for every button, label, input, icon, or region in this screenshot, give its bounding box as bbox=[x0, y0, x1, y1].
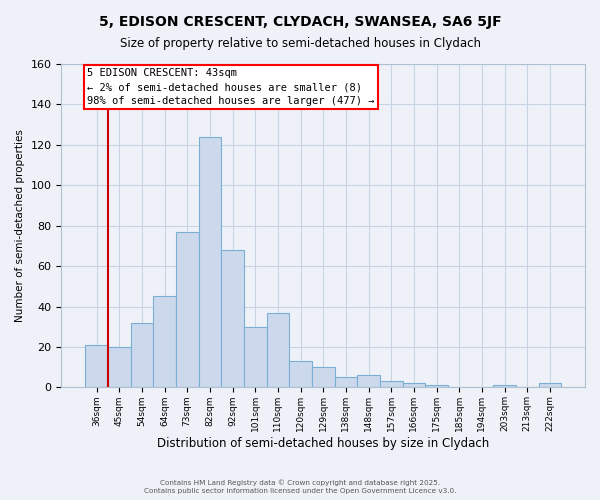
Text: Contains HM Land Registry data © Crown copyright and database right 2025.
Contai: Contains HM Land Registry data © Crown c… bbox=[144, 480, 456, 494]
Bar bbox=[108, 347, 131, 388]
Bar bbox=[425, 386, 448, 388]
Text: 5 EDISON CRESCENT: 43sqm
← 2% of semi-detached houses are smaller (8)
98% of sem: 5 EDISON CRESCENT: 43sqm ← 2% of semi-de… bbox=[87, 68, 374, 106]
Bar bbox=[493, 386, 516, 388]
Bar bbox=[176, 232, 199, 388]
Y-axis label: Number of semi-detached properties: Number of semi-detached properties bbox=[15, 130, 25, 322]
Text: Size of property relative to semi-detached houses in Clydach: Size of property relative to semi-detach… bbox=[119, 38, 481, 51]
Bar bbox=[312, 367, 335, 388]
X-axis label: Distribution of semi-detached houses by size in Clydach: Distribution of semi-detached houses by … bbox=[157, 437, 490, 450]
Bar bbox=[199, 137, 221, 388]
Bar bbox=[335, 378, 357, 388]
Text: 5, EDISON CRESCENT, CLYDACH, SWANSEA, SA6 5JF: 5, EDISON CRESCENT, CLYDACH, SWANSEA, SA… bbox=[98, 15, 502, 29]
Bar bbox=[153, 296, 176, 388]
Bar bbox=[403, 384, 425, 388]
Bar bbox=[131, 322, 153, 388]
Bar bbox=[539, 384, 561, 388]
Bar bbox=[289, 361, 312, 388]
Bar bbox=[266, 312, 289, 388]
Bar bbox=[85, 345, 108, 388]
Bar bbox=[380, 382, 403, 388]
Bar bbox=[221, 250, 244, 388]
Bar bbox=[357, 376, 380, 388]
Bar bbox=[244, 327, 266, 388]
